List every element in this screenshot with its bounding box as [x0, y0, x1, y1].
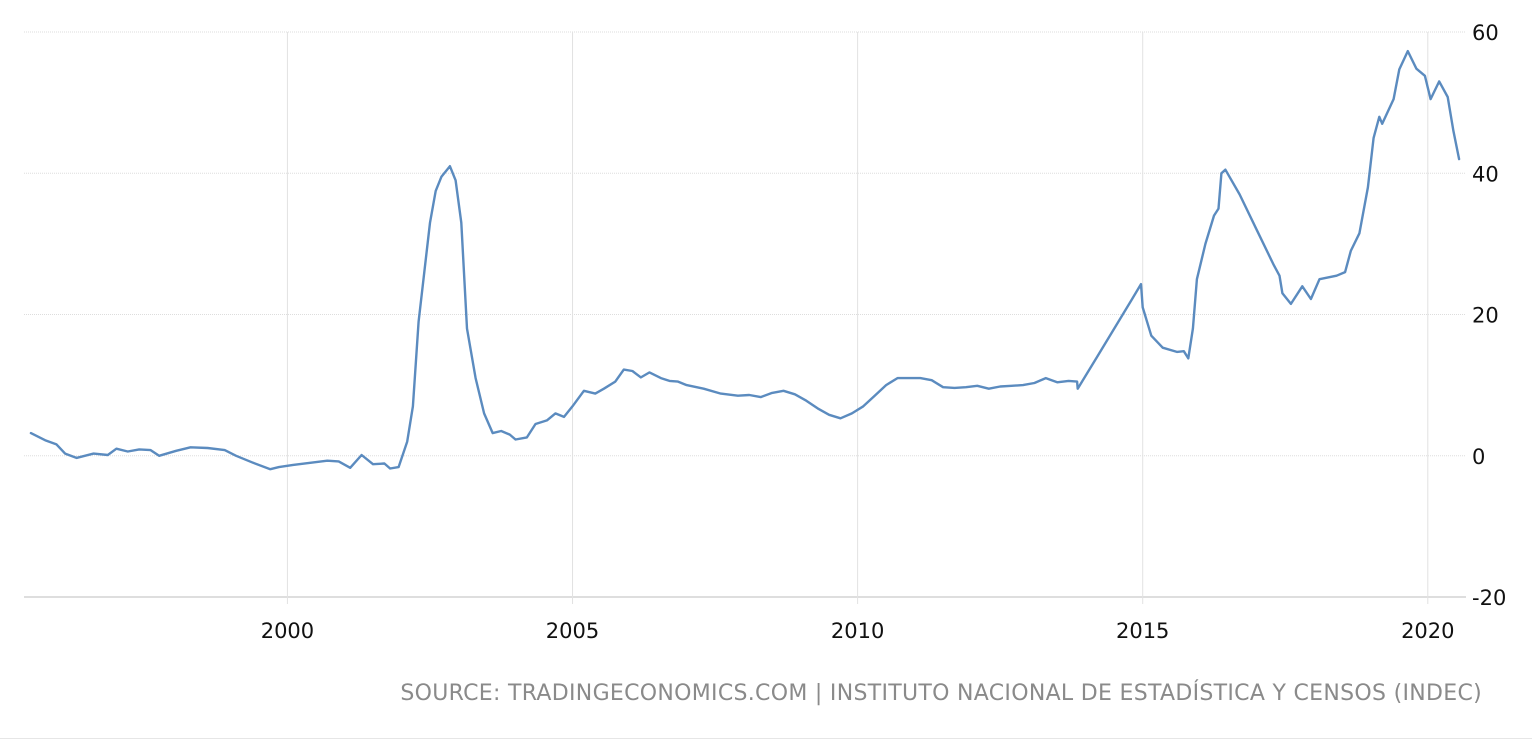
horizontal-gridlines [24, 31, 1466, 598]
x-tick-label: 2005 [546, 619, 599, 643]
y-tick-label: 60 [1472, 21, 1499, 45]
x-axis-tick-labels: 2000 2005 2010 2015 2020 [261, 619, 1455, 643]
x-tick-label: 2010 [831, 619, 884, 643]
series-line [29, 49, 1461, 471]
y-tick-label: -20 [1472, 586, 1506, 610]
x-tick-label: 2015 [1116, 619, 1169, 643]
x-tick-label: 2020 [1401, 619, 1454, 643]
source-attribution: SOURCE: TRADINGECONOMICS.COM | INSTITUTO… [400, 681, 1482, 706]
bottom-divider [0, 738, 1532, 739]
y-tick-label: 40 [1472, 162, 1499, 186]
y-axis-tick-labels: 60 40 20 0 -20 [1472, 21, 1506, 610]
inflation-line-chart: 60 40 20 0 -20 2000 2005 2010 2015 2020 [24, 21, 1506, 643]
x-tick-label: 2000 [261, 619, 314, 643]
y-tick-label: 20 [1472, 304, 1499, 328]
y-tick-label: 0 [1472, 445, 1485, 469]
vertical-gridlines [286, 32, 1429, 604]
